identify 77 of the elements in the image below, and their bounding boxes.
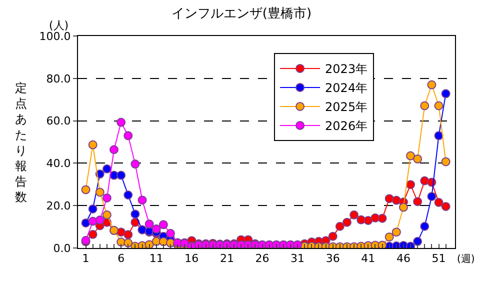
x-tick-label: 31 — [290, 252, 305, 266]
y-tick-label: 0.0 — [53, 242, 71, 255]
point — [441, 202, 450, 211]
legend-label: 2023年 — [325, 62, 368, 76]
point — [88, 140, 98, 150]
x-tick-label: 46 — [396, 252, 410, 266]
point — [130, 160, 140, 169]
point — [116, 118, 126, 127]
x-tick-label: 36 — [326, 252, 340, 266]
point — [406, 180, 416, 190]
point — [350, 210, 359, 220]
y-tick-label: 20.0 — [46, 199, 71, 212]
point — [152, 224, 161, 234]
point — [130, 210, 140, 219]
point — [124, 190, 133, 200]
point — [384, 194, 394, 204]
text: (人) — [49, 19, 69, 32]
point — [342, 218, 352, 227]
x-tick-label: 51 — [432, 252, 446, 266]
y-tick-label: 100.0 — [39, 30, 71, 43]
point — [406, 151, 416, 160]
legend-label: 2024年 — [325, 81, 368, 96]
x-tick-label: 1 — [82, 252, 90, 266]
y-tick-label: 40.0 — [46, 157, 71, 170]
point — [81, 218, 90, 228]
point — [110, 145, 119, 154]
point — [138, 196, 147, 205]
legend-label: 2025年 — [325, 100, 368, 114]
point — [434, 101, 444, 110]
point — [116, 170, 126, 180]
point — [384, 232, 394, 242]
point — [420, 222, 430, 231]
point — [102, 210, 112, 220]
point — [413, 236, 422, 246]
point — [427, 80, 436, 90]
x-tick-label: 11 — [149, 252, 164, 266]
point — [102, 164, 112, 174]
y-axis-title: 定点あたり報告数 — [15, 81, 27, 204]
point — [124, 131, 133, 140]
point — [335, 222, 344, 231]
point — [81, 185, 90, 194]
point — [378, 240, 387, 248]
legend-label: 2026年 — [325, 119, 368, 134]
chart-title: インフルエンザ(豊橋市) — [171, 6, 312, 22]
y-tick-label: 60.0 — [46, 114, 71, 128]
x-tick-label: 26 — [255, 252, 270, 266]
x-tick-label: 16 — [184, 252, 199, 266]
point — [144, 220, 154, 229]
point — [124, 230, 133, 240]
point — [95, 216, 104, 225]
point — [441, 89, 450, 98]
text: (週) — [457, 254, 475, 265]
point — [144, 240, 154, 248]
point — [441, 157, 450, 166]
x-tick-label: 6 — [118, 252, 125, 266]
x-tick-label: 21 — [220, 252, 234, 266]
point — [378, 214, 387, 223]
point — [420, 101, 430, 110]
point — [102, 193, 112, 202]
point — [158, 220, 168, 230]
y-tick-label: 80.0 — [46, 72, 71, 86]
point — [427, 192, 436, 201]
point — [434, 198, 444, 207]
point — [413, 154, 422, 164]
point — [413, 197, 422, 206]
point — [95, 188, 104, 197]
point — [398, 202, 408, 212]
point — [328, 232, 338, 241]
point — [392, 196, 401, 205]
point — [88, 230, 98, 239]
point — [124, 238, 133, 248]
point — [434, 131, 444, 140]
point — [166, 228, 175, 238]
point — [88, 204, 98, 214]
point — [392, 228, 401, 237]
point — [364, 216, 373, 225]
x-tick-label: 41 — [361, 252, 376, 266]
